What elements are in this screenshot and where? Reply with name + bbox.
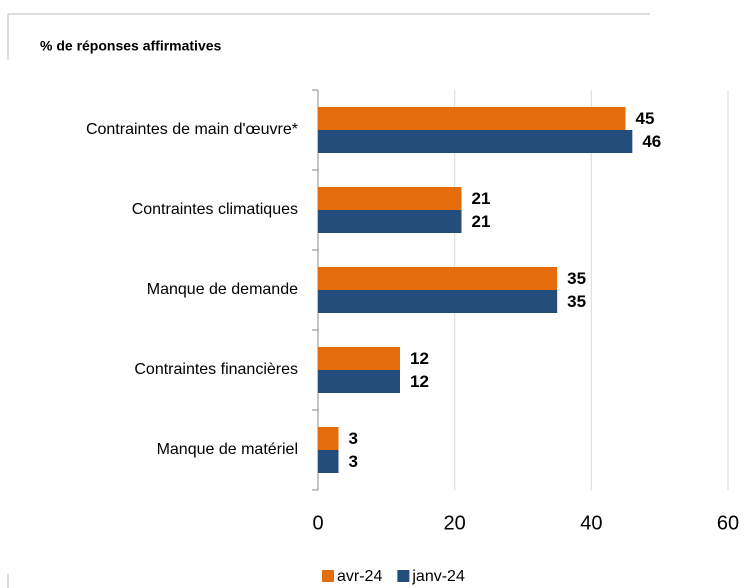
subtitle: % de réponses affirmatives bbox=[40, 38, 222, 54]
data-label: 3 bbox=[349, 452, 358, 471]
x-tick-label: 60 bbox=[717, 512, 739, 534]
data-label: 35 bbox=[567, 292, 586, 311]
legend-swatch bbox=[397, 570, 410, 582]
legend-swatch bbox=[322, 570, 334, 582]
bar bbox=[318, 130, 633, 153]
x-tick-label: 0 bbox=[312, 512, 323, 534]
y-tick-label: Contraintes de main d'œuvre* bbox=[86, 121, 298, 138]
legend-label: janv-24 bbox=[411, 568, 465, 585]
y-tick-label: Manque de demande bbox=[147, 281, 298, 298]
bar bbox=[318, 107, 626, 130]
bar bbox=[318, 450, 339, 473]
data-label: 46 bbox=[642, 132, 661, 151]
bar bbox=[318, 290, 558, 313]
data-label: 45 bbox=[636, 109, 655, 128]
bar bbox=[318, 187, 462, 210]
data-label: 12 bbox=[410, 349, 429, 368]
y-tick-label: Contraintes financières bbox=[134, 361, 298, 378]
x-tick-label: 40 bbox=[580, 512, 602, 534]
data-label: 21 bbox=[472, 212, 491, 231]
bar bbox=[318, 267, 558, 290]
bar bbox=[318, 370, 400, 393]
x-tick-label: 20 bbox=[444, 512, 466, 534]
data-label: 12 bbox=[410, 372, 429, 391]
data-label: 3 bbox=[349, 429, 358, 448]
bar bbox=[318, 347, 400, 370]
y-tick-label: Manque de matériel bbox=[157, 441, 298, 458]
legend-label: avr-24 bbox=[337, 568, 382, 585]
y-tick-label: Contraintes climatiques bbox=[132, 201, 298, 218]
data-label: 21 bbox=[472, 189, 491, 208]
data-label: 35 bbox=[567, 269, 586, 288]
bar bbox=[318, 210, 462, 233]
bar bbox=[318, 427, 339, 450]
